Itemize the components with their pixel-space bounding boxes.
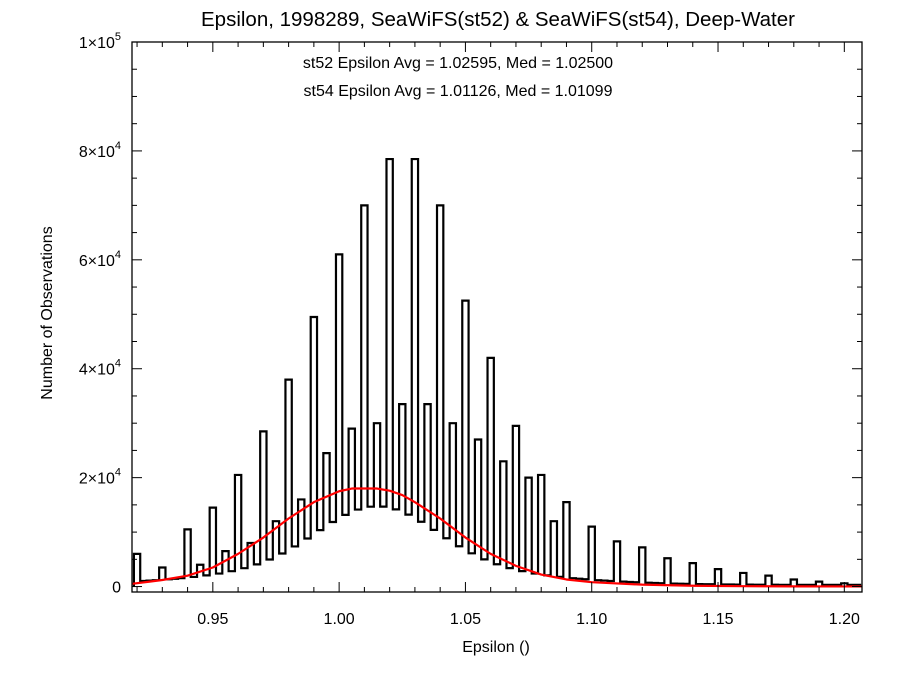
- st54-summary-annotation: st54 Epsilon Avg = 1.01126, Med = 1.0109…: [304, 83, 613, 100]
- axes: 0.95 1.00 1.05 1.10 1.15 1.20 0 2×104 4×104 6×104…: [79, 31, 863, 628]
- y-tick-label: 6×104: [79, 249, 121, 270]
- x-tick-label: 1.00: [324, 611, 355, 628]
- x-axis-label: Epsilon (): [462, 639, 530, 656]
- y-axis-label: Number of Observations: [39, 226, 56, 399]
- x-tick-label: 1.10: [576, 611, 607, 628]
- y-tick-label: 0: [112, 580, 121, 597]
- plot-area: [131, 157, 862, 588]
- y-tick-label: 1×105: [79, 31, 121, 52]
- x-tick-label: 1.05: [450, 611, 481, 628]
- x-tick-label: 1.15: [702, 611, 733, 628]
- plot-frame: [131, 41, 863, 593]
- y-tick-label: 4×104: [79, 358, 121, 379]
- chart-title: Epsilon, 1998289, SeaWiFS(st52) & SeaWiF…: [201, 8, 795, 31]
- y-tick-label: 2×104: [79, 467, 121, 488]
- st54-curve: [131, 487, 862, 588]
- y-tick-label: 8×104: [79, 140, 121, 161]
- st52-summary-annotation: st52 Epsilon Avg = 1.02595, Med = 1.0250…: [303, 55, 613, 72]
- x-tick-label: 1.20: [829, 611, 860, 628]
- st52-histogram-outline: [132, 157, 862, 587]
- x-tick-label: 0.95: [197, 611, 228, 628]
